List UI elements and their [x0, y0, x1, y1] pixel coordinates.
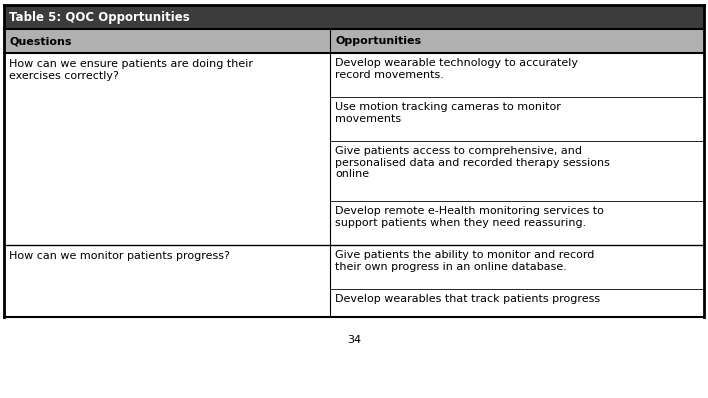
- FancyBboxPatch shape: [4, 245, 704, 317]
- Text: Develop remote e-Health monitoring services to
support patients when they need r: Develop remote e-Health monitoring servi…: [335, 206, 604, 228]
- FancyBboxPatch shape: [4, 53, 704, 245]
- Text: Opportunities: Opportunities: [335, 36, 421, 46]
- Text: Give patients the ability to monitor and record
their own progress in an online : Give patients the ability to monitor and…: [335, 250, 595, 271]
- Text: Use motion tracking cameras to monitor
movements: Use motion tracking cameras to monitor m…: [335, 102, 561, 124]
- Text: How can we ensure patients are doing their
exercises correctly?: How can we ensure patients are doing the…: [9, 59, 253, 81]
- FancyBboxPatch shape: [4, 5, 704, 29]
- Text: Develop wearables that track patients progress: Develop wearables that track patients pr…: [335, 294, 600, 304]
- Text: 34: 34: [347, 335, 361, 345]
- Text: Give patients access to comprehensive, and
personalised data and recorded therap: Give patients access to comprehensive, a…: [335, 146, 610, 179]
- FancyBboxPatch shape: [4, 29, 704, 53]
- Text: How can we monitor patients progress?: How can we monitor patients progress?: [9, 251, 230, 261]
- Text: Table 5: QOC Opportunities: Table 5: QOC Opportunities: [9, 10, 190, 23]
- Text: Questions: Questions: [9, 36, 72, 46]
- Text: Develop wearable technology to accurately
record movements.: Develop wearable technology to accuratel…: [335, 58, 578, 80]
